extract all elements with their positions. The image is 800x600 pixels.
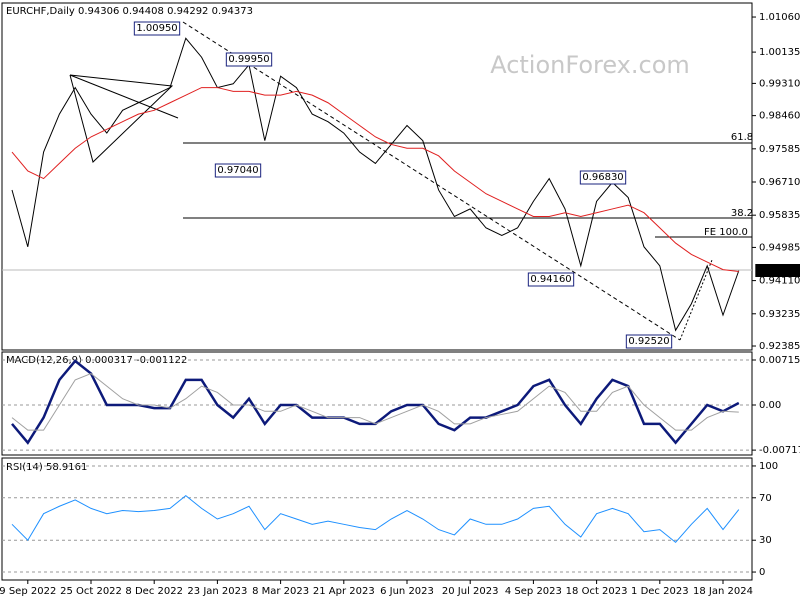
annotation: 1.00950 — [136, 23, 177, 34]
annotation: 61.8 — [731, 132, 753, 143]
y-tick-label: 0.97585 — [759, 144, 800, 155]
y-tick-label: 70 — [759, 493, 772, 504]
price-title: EURCHF,Daily 0.94306 0.94408 0.94292 0.9… — [6, 6, 253, 17]
triangle-pattern — [69, 74, 174, 163]
x-tick-label: 1 Dec 2023 — [631, 586, 689, 597]
annotation: 0.96830 — [582, 172, 623, 183]
x-tick-label: 18 Jan 2024 — [693, 586, 753, 597]
y-tick-label: 1.00135 — [759, 47, 800, 58]
annotation-box — [579, 170, 627, 185]
y-tick-label: 0.95835 — [759, 210, 800, 221]
x-tick-label: 21 Apr 2023 — [313, 586, 375, 597]
y-tick-label: 0.93235 — [759, 309, 800, 320]
rsi-title: RSI(14) 58.9161 — [6, 462, 87, 473]
rsi-panel — [1, 457, 753, 581]
triangle-line — [69, 74, 179, 119]
macd-panel — [1, 351, 753, 456]
y-tick-label: 1.01060 — [759, 12, 800, 23]
y-tick-label: -0.007173 — [759, 445, 800, 456]
x-tick-label: 9 Sep 2022 — [0, 586, 56, 597]
y-tick-label: 100 — [759, 461, 778, 472]
annotation: FE 100.0 — [704, 227, 748, 238]
annotation-box — [527, 272, 575, 287]
x-tick-label: 20 Jul 2023 — [442, 586, 499, 597]
series-line — [11, 372, 739, 431]
x-tick-label: 18 Oct 2023 — [566, 586, 628, 597]
x-tick-label: 4 Sep 2023 — [505, 586, 562, 597]
x-tick-label: 25 Oct 2022 — [60, 586, 122, 597]
y-tick-label: 0.94110 — [759, 276, 800, 287]
y-tick-label: 0.98460 — [759, 111, 800, 122]
annotation: 0.94373 — [757, 265, 798, 276]
y-tick-label: 0.00 — [759, 400, 781, 411]
y-tick-label: 0 — [759, 567, 765, 578]
x-tick-label: 23 Jan 2023 — [187, 586, 247, 597]
annotation-box — [214, 163, 262, 178]
series-line — [11, 495, 740, 544]
y-tick-label: 0.92385 — [759, 341, 800, 352]
x-tick-label: 6 Jun 2023 — [380, 586, 434, 597]
trend-line — [182, 21, 681, 341]
price-panel — [1, 2, 753, 351]
annotation: 38.2 — [731, 208, 753, 219]
annotation: 0.97040 — [217, 165, 258, 176]
x-tick-label: 8 Mar 2023 — [252, 586, 309, 597]
x-tick-label: 8 Dec 2022 — [125, 586, 183, 597]
annotation: 0.92520 — [628, 336, 669, 347]
current-price-box — [755, 264, 800, 277]
y-tick-label: 30 — [759, 535, 772, 546]
series-line — [11, 37, 740, 332]
y-tick-label: 0.99310 — [759, 78, 800, 89]
annotation: 0.99950 — [228, 54, 269, 65]
y-tick-label: 0.94985 — [759, 242, 800, 253]
y-tick-label: 0.96710 — [759, 177, 800, 188]
annotation: 0.94160 — [530, 274, 571, 285]
annotation-box — [625, 334, 673, 349]
annotation-box — [225, 52, 273, 67]
annotation-box — [133, 21, 181, 36]
macd-title: MACD(12,26,9) 0.000317 -0.001122 — [6, 355, 187, 366]
y-tick-label: 0.007159 — [759, 355, 800, 366]
series-line — [11, 87, 739, 272]
watermark: ActionForex.com — [490, 51, 690, 79]
